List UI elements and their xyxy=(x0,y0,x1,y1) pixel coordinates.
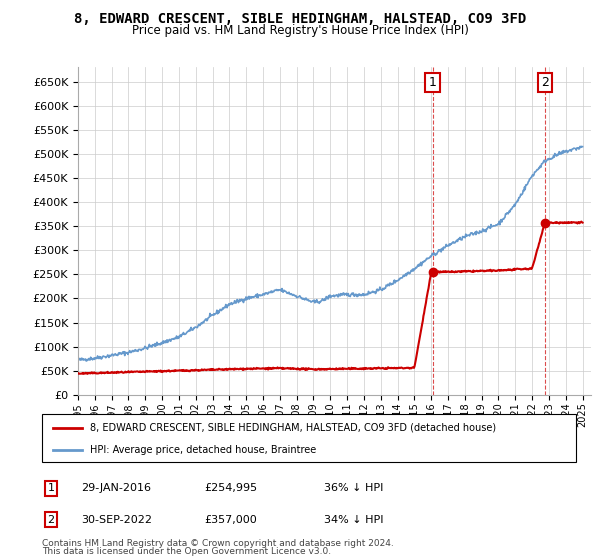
Text: 2: 2 xyxy=(47,515,55,525)
Text: Price paid vs. HM Land Registry's House Price Index (HPI): Price paid vs. HM Land Registry's House … xyxy=(131,24,469,37)
Text: HPI: Average price, detached house, Braintree: HPI: Average price, detached house, Brai… xyxy=(90,445,316,455)
Text: 1: 1 xyxy=(47,483,55,493)
Text: 30-SEP-2022: 30-SEP-2022 xyxy=(81,515,152,525)
Text: Contains HM Land Registry data © Crown copyright and database right 2024.: Contains HM Land Registry data © Crown c… xyxy=(42,539,394,548)
Text: £357,000: £357,000 xyxy=(204,515,257,525)
Text: 29-JAN-2016: 29-JAN-2016 xyxy=(81,483,151,493)
Text: 2: 2 xyxy=(541,76,548,89)
Text: 1: 1 xyxy=(428,76,436,89)
Text: 8, EDWARD CRESCENT, SIBLE HEDINGHAM, HALSTEAD, CO9 3FD: 8, EDWARD CRESCENT, SIBLE HEDINGHAM, HAL… xyxy=(74,12,526,26)
Text: 36% ↓ HPI: 36% ↓ HPI xyxy=(324,483,383,493)
Text: 34% ↓ HPI: 34% ↓ HPI xyxy=(324,515,383,525)
Text: This data is licensed under the Open Government Licence v3.0.: This data is licensed under the Open Gov… xyxy=(42,547,331,556)
Text: £254,995: £254,995 xyxy=(204,483,257,493)
Text: 8, EDWARD CRESCENT, SIBLE HEDINGHAM, HALSTEAD, CO9 3FD (detached house): 8, EDWARD CRESCENT, SIBLE HEDINGHAM, HAL… xyxy=(90,423,496,433)
